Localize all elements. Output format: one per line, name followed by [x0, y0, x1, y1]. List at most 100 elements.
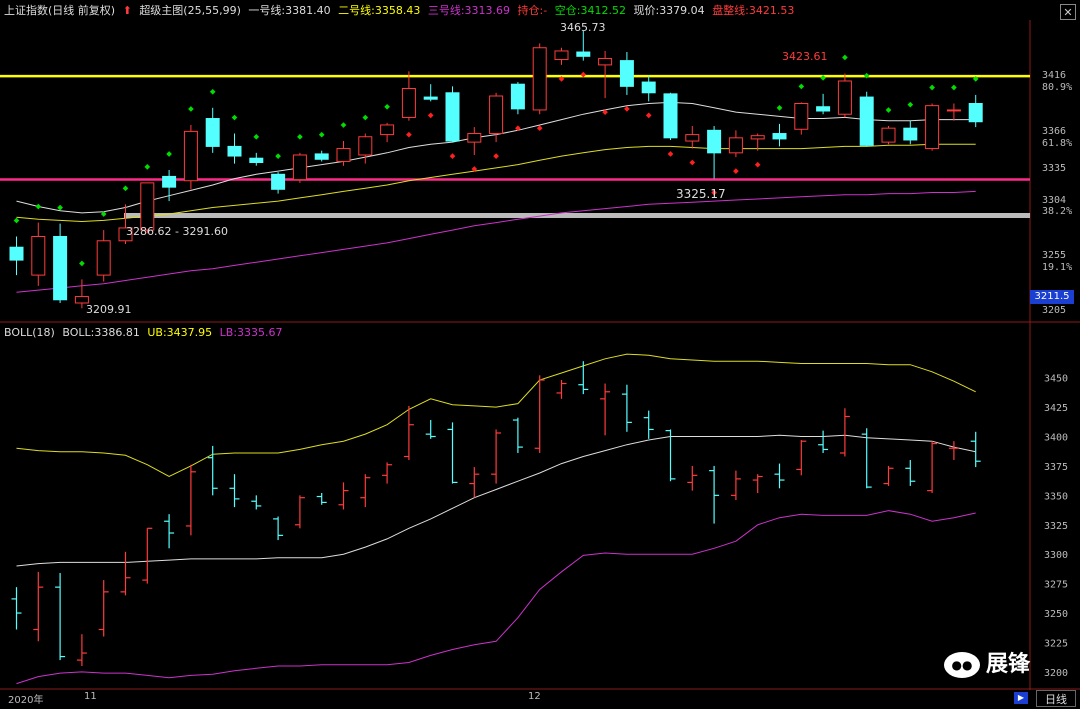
boll-axis-tick: 3200 [1044, 668, 1068, 679]
boll-axis-tick: 3425 [1044, 403, 1068, 414]
boll-header: BOLL(18) BOLL:3386.81 UB:3437.95 LB:3335… [4, 326, 287, 339]
signal-dot [689, 159, 696, 166]
tab-daily[interactable]: 日线 [1036, 690, 1076, 707]
signal-dot [907, 101, 914, 108]
signal-dot [275, 153, 281, 159]
boll-axis-tick: 3250 [1044, 609, 1068, 620]
price-label: 现价: [633, 4, 660, 17]
signal-dot [580, 71, 587, 78]
scroll-end-icon[interactable]: ▶ [1014, 692, 1028, 704]
candle-body [510, 83, 525, 110]
candle-body [685, 134, 700, 142]
empty-value: 3412.52 [580, 4, 626, 17]
boll-name: BOLL(18) [4, 326, 55, 339]
pivot-high-annotation: 3423.61 [782, 50, 828, 63]
signal-dot [536, 125, 543, 132]
main-axis-tick: 19.1% [1042, 262, 1072, 273]
line2-value: 3358.43 [374, 4, 421, 17]
x-label-dec: 12 [528, 691, 541, 702]
candle-body [859, 96, 874, 146]
line3-series [16, 190, 976, 293]
empty-label: 空仓: [554, 4, 581, 17]
ub-value: 3437.95 [166, 326, 213, 339]
signal-dot [340, 122, 347, 128]
hold-label: 持仓: [517, 4, 544, 17]
signal-dot [253, 134, 260, 140]
boll-lb-series [16, 510, 976, 685]
boll-axis-tick: 3225 [1044, 638, 1068, 649]
signal-dot [754, 161, 761, 168]
boll-mid-series [16, 434, 976, 567]
candle-body [140, 182, 155, 231]
signal-dot [602, 109, 608, 115]
signal-dot [798, 83, 805, 90]
signal-dot [493, 153, 499, 159]
boll-value: 3386.81 [94, 326, 140, 339]
signal-dot [318, 131, 325, 138]
candle-body [816, 106, 831, 112]
candle-body [358, 136, 373, 156]
candle-body [249, 157, 264, 163]
signal-dot [209, 88, 216, 95]
line1-value: 3381.40 [285, 4, 331, 17]
signal-dot [449, 153, 456, 159]
x-label-year: 2020年 [8, 695, 44, 706]
boll-axis-tick: 3450 [1044, 374, 1068, 385]
current-price-tag: 3211.5 [1030, 290, 1074, 304]
candle-body [925, 105, 940, 150]
main-axis-tick: 3335 [1042, 163, 1066, 174]
signal-dot [776, 105, 783, 111]
signal-dot [79, 260, 85, 267]
main-axis-tick: 38.2% [1042, 206, 1072, 217]
signal-dot [711, 189, 717, 196]
main-axis-tick: 3255 [1042, 250, 1066, 261]
boll-axis-tick: 3300 [1044, 550, 1068, 561]
signal-dot [951, 84, 957, 91]
signal-dot [166, 151, 172, 157]
line1-label: 一号线: [248, 4, 286, 17]
main-axis-tick: 3366 [1042, 126, 1066, 137]
boll-axis-tick: 3375 [1044, 462, 1068, 473]
candle-body [53, 235, 68, 301]
signal-dot [384, 103, 390, 110]
indicator-name: 超级主图(25,55,99) [139, 4, 241, 17]
candle-body [837, 80, 852, 115]
annotations: 3465.73 3423.61 3325.17 3286.62 - 3291.6… [86, 21, 828, 316]
candle-body [772, 133, 787, 140]
main-chart-header: 上证指数(日线 前复权) ⬆ 超级主图(25,55,99) 一号线:3381.4… [4, 2, 798, 20]
signal-dot [231, 114, 238, 121]
candle-body [162, 175, 177, 188]
range-annotation: 3286.62 - 3291.60 [126, 225, 228, 238]
signal-dot [972, 76, 979, 82]
candle-body [750, 135, 765, 140]
candle-body [554, 50, 569, 61]
signal-dot [820, 75, 826, 81]
line2-series [16, 143, 976, 223]
signal-dot [558, 76, 565, 82]
hold-value: - [543, 4, 548, 17]
signal-dot [885, 107, 892, 113]
candle-body [445, 92, 460, 142]
watermark-text: 展锋 [986, 652, 1031, 677]
candle-body [423, 96, 438, 100]
boll-axis-tick: 3400 [1044, 433, 1068, 444]
signal-dot [57, 204, 63, 211]
signal-dot [144, 164, 151, 170]
boll-axis-tick: 3350 [1044, 491, 1068, 502]
main-plot [0, 30, 1030, 309]
signal-dot [35, 203, 42, 210]
signal-dot [624, 106, 630, 112]
candle-body [271, 173, 286, 190]
line3-value: 3313.69 [464, 4, 511, 17]
close-icon[interactable]: ✕ [1060, 4, 1076, 20]
candle-body [532, 47, 547, 111]
candle-body [9, 246, 24, 261]
main-axis-tick: 3205 [1042, 305, 1066, 316]
candle-body [227, 145, 242, 157]
candle-body [74, 296, 89, 304]
candle-body [946, 109, 961, 112]
x-label-nov: 11 [84, 691, 97, 702]
candle-body [619, 60, 634, 87]
candle-body [794, 103, 809, 130]
